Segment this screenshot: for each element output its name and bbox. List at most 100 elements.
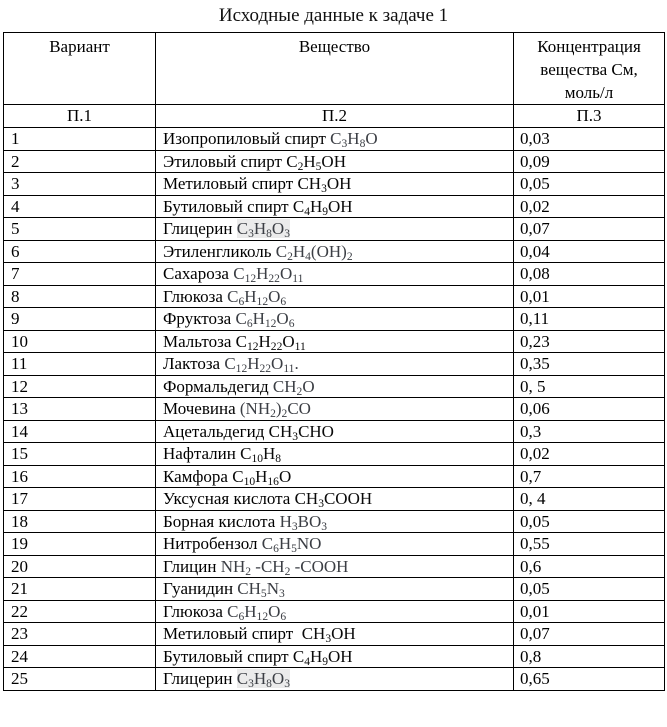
concentration-cell: 0,04	[513, 239, 665, 263]
variant-cell: 13	[3, 397, 156, 421]
index-cell-p1: П.1	[3, 104, 156, 128]
table-row: 15 Нафталин C10H8 0,02	[3, 442, 665, 466]
concentration-cell: 0,8	[513, 644, 665, 668]
table-row: 19 Нитробензол C6H5NO 0,55	[3, 532, 665, 556]
concentration-cell: 0,05	[513, 509, 665, 533]
table-row: 14 Ацетальдегид CH3CHO 0,3	[3, 419, 665, 443]
chemical-formula: C3H8O3	[236, 219, 290, 240]
table-row: 8 Глюкоза C6H12O6 0,01	[3, 284, 665, 308]
chemical-formula: C3H8O3	[236, 669, 290, 690]
substance-cell: Нитробензол C6H5NO	[155, 532, 514, 556]
concentration-cell: 0,09	[513, 149, 665, 173]
variant-cell: 11	[3, 352, 156, 376]
substance-cell: Ацетальдегид CH3CHO	[155, 419, 514, 443]
concentration-cell: 0,06	[513, 397, 665, 421]
table-row: 22 Глюкоза C6H12O6 0,01	[3, 599, 665, 623]
substance-cell: Нафталин C10H8	[155, 442, 514, 466]
index-cell-p3: П.3	[513, 104, 665, 128]
variant-cell: 24	[3, 644, 156, 668]
substance-cell: Уксусная кислота CH3COOH	[155, 487, 514, 511]
table-row: 5 Глицерин C3H8O3 0,07	[3, 217, 665, 241]
table-row: 1 Изопропиловый спирт C3H8O 0,03	[3, 127, 665, 151]
chemical-formula: C12H22O11.	[224, 354, 299, 375]
chemical-formula: C12H22O11	[235, 331, 306, 353]
chemical-formula: C10H8	[240, 444, 282, 465]
variant-cell: 6	[3, 239, 156, 263]
variant-cell: 23	[3, 622, 156, 646]
chemical-formula: C10H16O	[232, 466, 292, 488]
concentration-cell: 0,11	[513, 307, 665, 331]
variant-cell: 20	[3, 554, 156, 578]
substance-cell: Гуанидин CH5N3	[155, 577, 514, 601]
chemical-formula: C4H9OH	[292, 646, 353, 668]
concentration-cell: 0,35	[513, 352, 665, 376]
substance-cell: Мальтоза C12H22O11	[155, 329, 514, 353]
concentration-cell: 0,02	[513, 442, 665, 466]
chemical-formula: CH5N3	[237, 579, 285, 600]
table-row: 4 Бутиловый спирт C4H9OH 0,02	[3, 194, 665, 218]
variant-cell: 10	[3, 329, 156, 353]
concentration-cell: 0,65	[513, 667, 665, 691]
table-row: 20 Глицин NH2 -CH2 -COOH 0,6	[3, 554, 665, 578]
substance-cell: Метиловый спирт CH3OH	[155, 172, 514, 196]
concentration-cell: 0,3	[513, 419, 665, 443]
index-row: П.1 П.2 П.3	[3, 104, 665, 128]
table-row: 17 Уксусная кислота CH3COOH 0, 4	[3, 487, 665, 511]
chemical-formula: C6H12O6	[235, 309, 295, 330]
substance-cell: Глюкоза C6H12O6	[155, 599, 514, 623]
index-cell-p2: П.2	[155, 104, 514, 128]
concentration-cell: 0, 5	[513, 374, 665, 398]
data-table: Вариант Вещество Концентрация вещества С…	[3, 32, 665, 691]
chemical-formula: C3H8O	[330, 129, 378, 150]
variant-cell: 8	[3, 284, 156, 308]
variant-cell: 18	[3, 509, 156, 533]
variant-cell: 22	[3, 599, 156, 623]
variant-cell: 3	[3, 172, 156, 196]
variant-cell: 14	[3, 419, 156, 443]
chemical-formula: H3BO3	[279, 511, 328, 533]
variant-cell: 19	[3, 532, 156, 556]
chemical-formula: C6H12O6	[227, 601, 287, 623]
substance-cell: Сахароза C12H22O11	[155, 262, 514, 286]
chemical-formula: NH2 -CH2 -COOH	[220, 556, 349, 578]
substance-cell: Бутиловый спирт C4H9OH	[155, 194, 514, 218]
concentration-cell: 0,23	[513, 329, 665, 353]
substance-cell: Камфора C10H16O	[155, 464, 514, 488]
table-row: 2 Этиловый спирт C2H5OH 0,09	[3, 149, 665, 173]
variant-cell: 21	[3, 577, 156, 601]
chemical-formula: CH3CHO	[268, 421, 334, 443]
table-row: 6 Этиленгликоль C2H4(OH)2 0,04	[3, 239, 665, 263]
substance-cell: Этиленгликоль C2H4(OH)2	[155, 239, 514, 263]
header-row: Вариант Вещество Концентрация вещества С…	[3, 32, 665, 105]
chemical-formula: CH2O	[272, 376, 315, 398]
concentration-cell: 0,07	[513, 217, 665, 241]
concentration-cell: 0,07	[513, 622, 665, 646]
concentration-cell: 0,02	[513, 194, 665, 218]
substance-cell: Этиловый спирт C2H5OH	[155, 149, 514, 173]
table-row: 9 Фруктоза C6H12O6 0,11	[3, 307, 665, 331]
variant-cell: 17	[3, 487, 156, 511]
concentration-cell: 0,05	[513, 577, 665, 601]
chemical-formula: C6H5NO	[261, 534, 322, 555]
variant-cell: 25	[3, 667, 156, 691]
variant-cell: 1	[3, 127, 156, 151]
column-header-substance: Вещество	[155, 32, 514, 105]
concentration-cell: 0,55	[513, 532, 665, 556]
table-row: 24 Бутиловый спирт C4H9OH 0,8	[3, 644, 665, 668]
variant-cell: 4	[3, 194, 156, 218]
substance-cell: Мочевина (NH2)2CO	[155, 397, 514, 421]
table-row: 12 Формальдегид CH2O 0, 5	[3, 374, 665, 398]
variant-cell: 16	[3, 464, 156, 488]
column-header-variant: Вариант	[3, 32, 156, 105]
variant-cell: 12	[3, 374, 156, 398]
variant-cell: 9	[3, 307, 156, 331]
substance-cell: Бутиловый спирт C4H9OH	[155, 644, 514, 668]
substance-cell: Глюкоза C6H12O6	[155, 284, 514, 308]
variant-cell: 7	[3, 262, 156, 286]
table-row: 23 Метиловый спирт CH3OH 0,07	[3, 622, 665, 646]
substance-cell: Глицерин C3H8O3	[155, 667, 514, 691]
chemical-formula: CH3OH	[297, 174, 352, 195]
concentration-cell: 0, 4	[513, 487, 665, 511]
substance-cell: Метиловый спирт CH3OH	[155, 622, 514, 646]
